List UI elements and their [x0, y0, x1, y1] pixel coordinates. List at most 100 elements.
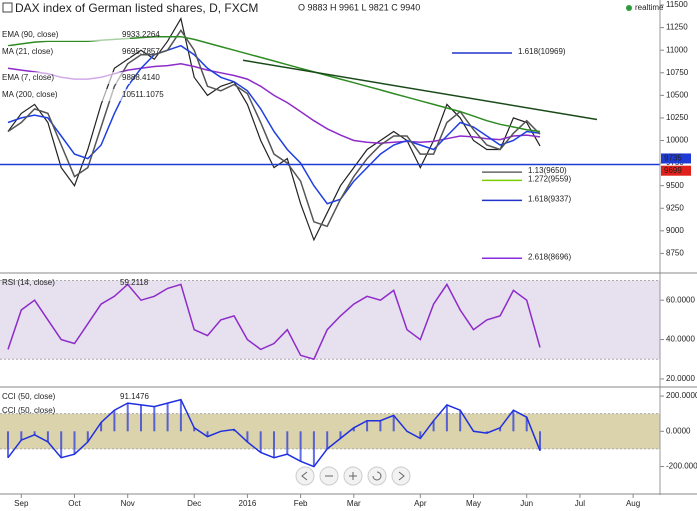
cci-bar — [7, 431, 9, 458]
cci-bar — [459, 410, 462, 432]
legend-value: 10511.1075 — [122, 90, 164, 99]
cci-bar — [512, 410, 515, 432]
cci-bar — [499, 427, 502, 432]
cci-bar — [259, 431, 262, 453]
cci-bar — [485, 431, 488, 434]
series-line — [7, 28, 541, 228]
cci-bar — [140, 404, 142, 432]
cci-bar — [46, 431, 49, 442]
series-line — [7, 398, 541, 468]
legend-value: 9933.2264 — [122, 30, 160, 39]
x-tick-label: 2016 — [239, 499, 257, 508]
ohlc: O 9883 H 9961 L 9821 C 9940 — [298, 2, 420, 12]
legend-value: 9695.7857 — [122, 47, 160, 56]
cci-bar — [379, 420, 382, 432]
x-tick-label: Jul — [575, 499, 585, 508]
legend-value: 9888.4140 — [122, 73, 160, 82]
fib-label: 1.272(9559) — [528, 174, 571, 183]
fib-label: 1.13(9650) — [528, 166, 567, 175]
cci-bar — [206, 431, 209, 437]
menu-icon[interactable] — [2, 2, 13, 13]
y-tick-label: 60.0000 — [666, 295, 695, 304]
cci-bar — [166, 403, 169, 432]
y-tick-label: 10750 — [666, 68, 689, 77]
legend-label: MA (200, close) — [2, 90, 58, 99]
cci-bar — [113, 410, 116, 432]
cci-bar — [286, 431, 289, 455]
scroll-right[interactable] — [391, 466, 411, 486]
cci-bar — [73, 431, 76, 455]
y-tick-label: 200.0000 — [666, 391, 697, 400]
cci-bar — [273, 431, 275, 458]
y-tick-label: 20.0000 — [666, 374, 695, 383]
cci-bar — [60, 431, 63, 458]
pane-title: RSI (14, close) — [2, 278, 55, 287]
nav-buttons — [295, 466, 411, 486]
cci-bar — [86, 431, 89, 442]
series-line — [7, 282, 541, 361]
cci-bar — [392, 415, 395, 432]
icon — [372, 471, 382, 481]
fib-label: 1.618(10969) — [518, 47, 566, 56]
band — [0, 413, 660, 449]
x-tick-label: Oct — [68, 499, 81, 508]
scroll-left[interactable] — [295, 466, 315, 486]
cci-bar — [246, 431, 249, 442]
price-tag — [661, 153, 691, 164]
cci-bar — [179, 399, 182, 432]
pane-value: 59.2118 — [120, 278, 149, 287]
x-tick-label: Apr — [414, 499, 427, 508]
legend-box — [0, 46, 130, 58]
x-tick-label: May — [466, 499, 481, 508]
y-tick-label: 10000 — [666, 136, 689, 145]
cci-bar — [20, 431, 23, 441]
cci-bar — [339, 431, 342, 439]
status: realtime — [635, 3, 664, 12]
cci-bar — [299, 431, 302, 462]
x-tick-label: Aug — [626, 499, 640, 508]
pane-title: CCI (50, close) — [2, 392, 56, 401]
series-line — [7, 44, 541, 205]
y-tick-label: 11500 — [666, 0, 688, 9]
band — [0, 280, 660, 360]
y-tick-label: 8750 — [666, 249, 684, 258]
cci-bar — [539, 431, 541, 451]
cci-bar — [525, 417, 528, 432]
chart-title: DAX index of German listed shares, D, FX… — [15, 1, 258, 15]
legend-box — [0, 89, 130, 101]
y-tick-label: 10500 — [666, 90, 689, 99]
reset[interactable] — [367, 466, 387, 486]
icon — [349, 472, 357, 480]
cci-bar — [153, 406, 156, 432]
icon — [398, 471, 405, 481]
x-tick-label: Mar — [347, 499, 361, 508]
legend-box — [0, 29, 130, 41]
y-tick-label: 10250 — [666, 113, 689, 122]
pane-value: 91.1476 — [120, 392, 149, 401]
trendline — [242, 59, 598, 121]
cci-bar — [445, 404, 448, 432]
legend-box — [0, 72, 130, 84]
x-tick-label: Sep — [14, 499, 29, 508]
cci-bar — [33, 431, 36, 435]
y-tick-label: 9250 — [666, 203, 684, 212]
y-tick-label: 40.0000 — [666, 335, 695, 344]
y-tick-label: -200.0000 — [666, 462, 697, 471]
fib-label: 1.618(9337) — [528, 195, 571, 204]
x-tick-label: Feb — [294, 499, 308, 508]
price-tag-label: 9699 — [664, 166, 682, 175]
cci-bar — [366, 420, 369, 432]
y-tick-label: 11250 — [666, 23, 688, 32]
price-tag — [661, 165, 691, 176]
cci-bar — [312, 431, 315, 467]
cci-bar — [419, 431, 422, 439]
legend-label: MA (21, close) — [2, 47, 53, 56]
fib-label: 2.618(8696) — [528, 252, 571, 261]
cci-bar — [193, 427, 196, 432]
cci-bar — [432, 420, 435, 432]
y-tick-label: 0.0000 — [666, 426, 691, 435]
y-tick-label: 11000 — [666, 45, 688, 54]
